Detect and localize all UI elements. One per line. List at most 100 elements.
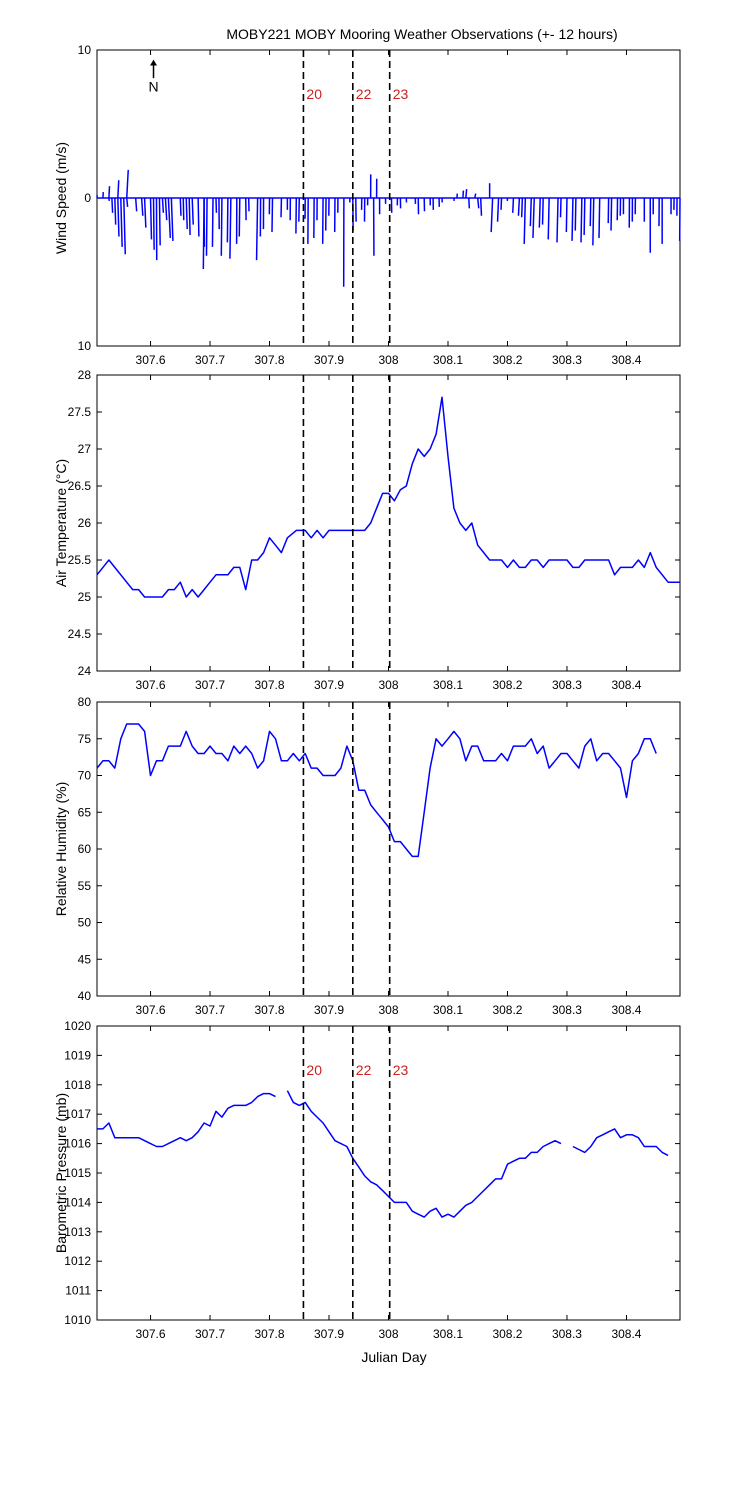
y-tick-label: 1016 [64, 1137, 91, 1151]
wind-vector [211, 197, 214, 247]
wind-vector [191, 197, 194, 225]
wind-vector [197, 197, 200, 237]
y-tick-label: 1018 [64, 1078, 91, 1092]
wind-vector [117, 180, 120, 199]
panel-air-temperature: 307.6 307.7 307.8 307.9 308 308.1 308.2 308.3 30… [53, 368, 681, 692]
x-tick-label: 308.1 [433, 1327, 463, 1341]
y-tick-label: 25.5 [68, 553, 92, 567]
wind-vector [158, 197, 161, 246]
wind-vector [496, 197, 500, 222]
wind-vector [164, 197, 168, 221]
y-axis-label: Air Temperature (°C) [53, 459, 69, 587]
event-label: 22 [356, 1062, 372, 1078]
y-tick-label: 1011 [65, 1284, 91, 1298]
wind-vector [149, 197, 153, 240]
y-tick-label: 24 [78, 664, 92, 678]
wind-vector [134, 197, 138, 212]
plot-frame [96, 374, 681, 672]
series-line [96, 723, 657, 858]
x-tick-label: 308.1 [433, 678, 463, 692]
x-tick-label: 307.8 [255, 678, 285, 692]
x-tick-label: 308.3 [552, 678, 582, 692]
x-tick-label: 307.6 [136, 1003, 166, 1017]
y-tick-label: 10 [78, 339, 92, 353]
wind-vector [143, 197, 147, 228]
wind-vector [117, 197, 120, 237]
y-tick-label: 1010 [64, 1313, 91, 1327]
y-tick-label: 1014 [64, 1195, 91, 1209]
wind-vector [170, 197, 174, 241]
series-line [572, 1128, 669, 1157]
wind-vector [125, 169, 129, 199]
wind-vector [479, 197, 483, 216]
wind-vector [538, 197, 541, 228]
x-tick-label: 307.9 [314, 1327, 344, 1341]
x-tick-label: 307.6 [136, 678, 166, 692]
north-arrow-icon [150, 59, 158, 66]
y-tick-label: 40 [78, 989, 92, 1003]
y-tick-label: 24.5 [68, 627, 92, 641]
y-tick-label: 1012 [64, 1254, 91, 1268]
x-tick-label: 307.7 [195, 678, 225, 692]
x-tick-label: 308 [378, 353, 398, 367]
y-tick-label: 1013 [64, 1225, 91, 1239]
x-tick-label: 307.8 [255, 1003, 285, 1017]
y-tick-label: 80 [78, 695, 92, 709]
x-tick-label: 307.9 [314, 353, 344, 367]
x-tick-label: 308.2 [492, 1003, 522, 1017]
north-label: N [148, 78, 158, 94]
y-axis-label: Wind Speed (m/s) [53, 142, 69, 254]
x-tick-label: 307.6 [136, 353, 166, 367]
y-tick-label: 27 [78, 442, 92, 456]
x-tick-label: 307.7 [195, 353, 225, 367]
wind-vector [111, 197, 114, 213]
y-tick-label: 10 [78, 43, 92, 57]
panels: 307.6 307.7 307.8 307.9 308 308.1 308.2 308.3 30… [53, 43, 681, 1341]
wind-vector [474, 193, 477, 199]
wind-vector [462, 190, 465, 199]
y-tick-label: 1020 [64, 1019, 91, 1033]
wind-vector [556, 197, 559, 243]
wind-vector [167, 197, 172, 238]
event-label: 23 [393, 86, 409, 102]
series-line [286, 1090, 562, 1218]
wind-vector [610, 197, 613, 231]
y-tick-label: 0 [84, 191, 91, 205]
event-label: 23 [393, 1062, 409, 1078]
event-label: 20 [306, 1062, 322, 1078]
wind-vector [205, 197, 208, 256]
wind-vector [541, 197, 544, 225]
y-tick-label: 75 [78, 732, 92, 746]
wind-vector [476, 197, 480, 209]
panel-barometric-pressure: 307.6 307.7 307.8 307.9 308 308.1 308.2 308.3 30… [53, 1019, 681, 1341]
wind-vector [152, 197, 155, 250]
y-tick-label: 27.5 [68, 405, 92, 419]
event-label: 22 [356, 86, 372, 102]
wind-vector [179, 197, 182, 216]
wind-vector [188, 197, 191, 236]
y-tick-label: 26.5 [68, 479, 92, 493]
wind-vector [108, 186, 111, 199]
x-tick-label: 307.9 [314, 678, 344, 692]
plot-frame [96, 1025, 681, 1321]
x-tick-label: 307.7 [195, 1327, 225, 1341]
y-tick-label: 1015 [64, 1166, 91, 1180]
wind-vector [123, 197, 127, 255]
x-tick-label: 308 [378, 678, 398, 692]
x-tick-label: 308.1 [433, 1003, 463, 1017]
wind-vector [255, 197, 259, 261]
y-tick-label: 45 [78, 952, 92, 966]
y-tick-label: 60 [78, 842, 92, 856]
wind-vector [532, 197, 535, 238]
x-tick-label: 307.9 [314, 1003, 344, 1017]
y-tick-label: 28 [78, 368, 92, 382]
series-line [97, 1092, 276, 1148]
wind-vector [220, 197, 223, 256]
x-tick-label: 308.3 [552, 353, 582, 367]
x-tick-label: 308.2 [492, 353, 522, 367]
wind-vector [120, 197, 123, 247]
wind-vector [465, 189, 468, 199]
wind-vector [229, 197, 232, 259]
wind-vector [185, 197, 188, 230]
